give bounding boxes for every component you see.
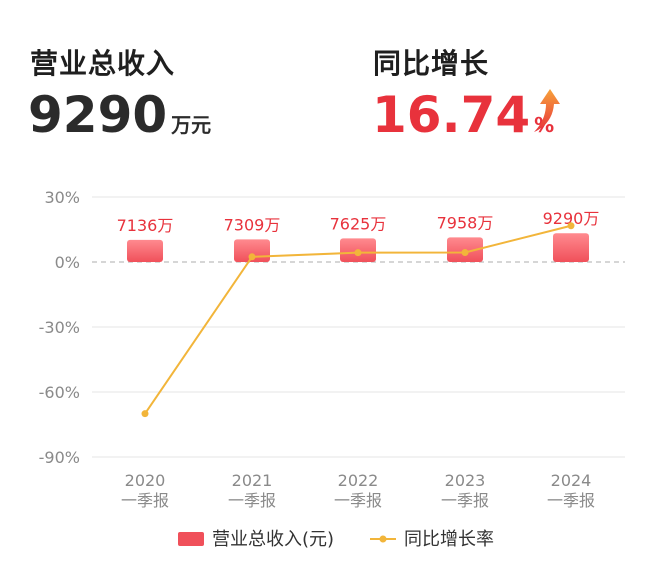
growth-kpi-number: 16.74 — [372, 86, 531, 144]
up-arrow-icon — [534, 89, 560, 132]
revenue-bar-label: 7309万 — [224, 215, 281, 234]
revenue-bar — [553, 233, 589, 262]
revenue-kpi-unit: 万元 — [171, 113, 212, 137]
x-tick-year: 2023 — [445, 471, 486, 490]
x-tick-period: 一季报 — [441, 491, 489, 510]
growth-rate-point — [248, 253, 256, 261]
x-tick-year: 2022 — [338, 471, 379, 490]
legend-line-marker — [379, 535, 387, 543]
x-tick-period: 一季报 — [228, 491, 276, 510]
legend-bar-swatch — [178, 532, 204, 546]
x-tick-year: 2021 — [232, 471, 273, 490]
revenue-bar — [127, 239, 163, 262]
y-tick-label: -60% — [39, 383, 80, 402]
growth-rate-point — [354, 249, 362, 257]
x-tick-year: 2024 — [551, 471, 592, 490]
revenue-bar-label: 9290万 — [543, 209, 600, 228]
growth-rate-point — [141, 410, 149, 418]
y-tick-label: -30% — [39, 318, 80, 337]
revenue-bar-label: 7625万 — [330, 214, 387, 233]
revenue-kpi-value: 9290 万元 — [28, 86, 211, 144]
x-tick-period: 一季报 — [334, 491, 382, 510]
growth-rate-point — [461, 248, 469, 256]
x-tick-period: 一季报 — [547, 491, 595, 510]
growth-kpi-label: 同比增长 — [373, 47, 490, 80]
revenue-kpi-number: 9290 — [28, 86, 168, 144]
revenue-bar-label: 7136万 — [117, 216, 174, 235]
revenue-kpi-label: 营业总收入 — [30, 47, 176, 80]
revenue-bar-label: 7958万 — [437, 213, 494, 232]
x-tick-period: 一季报 — [121, 491, 169, 510]
x-tick-year: 2020 — [125, 471, 166, 490]
growth-rate-point — [567, 222, 575, 230]
legend-line-label: 同比增长率 — [404, 529, 494, 550]
growth-kpi-value: 16.74% — [372, 86, 554, 144]
legend-bar-label: 营业总收入(元) — [212, 529, 334, 550]
y-tick-label: -90% — [39, 448, 80, 467]
y-tick-label: 0% — [55, 253, 80, 272]
y-tick-label: 30% — [44, 188, 80, 207]
